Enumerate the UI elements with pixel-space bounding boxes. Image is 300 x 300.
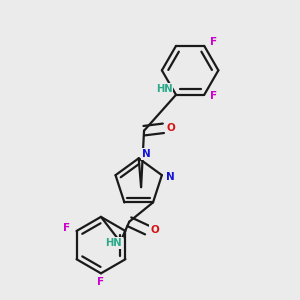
Text: F: F (63, 223, 70, 233)
Text: O: O (150, 225, 159, 235)
Text: F: F (210, 91, 217, 101)
Text: N: N (142, 149, 151, 159)
Text: HN: HN (106, 238, 122, 248)
Text: F: F (210, 37, 217, 47)
Text: O: O (167, 123, 175, 133)
Text: F: F (98, 277, 104, 287)
Text: HN: HN (156, 84, 172, 94)
Text: N: N (166, 172, 175, 182)
